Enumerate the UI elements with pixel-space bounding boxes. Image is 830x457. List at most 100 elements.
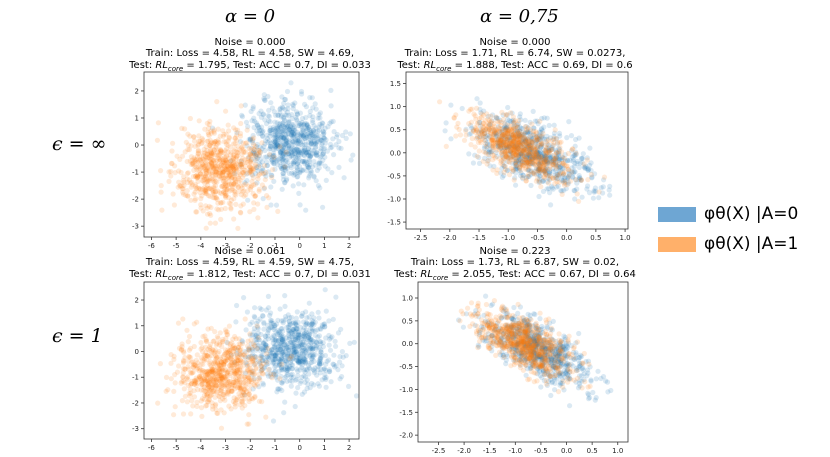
scatter-point xyxy=(536,136,542,142)
scatter-point xyxy=(341,175,347,181)
scatter-point xyxy=(224,175,230,181)
scatter-point xyxy=(272,166,278,172)
scatter-point xyxy=(207,220,213,226)
scatter-point xyxy=(275,146,281,152)
scatter-point xyxy=(191,167,197,173)
scatter-point xyxy=(510,137,516,143)
x-tick-label: -3 xyxy=(222,242,229,250)
scatter-point xyxy=(504,125,510,131)
scatter-point xyxy=(186,177,193,183)
scatter-point xyxy=(205,167,211,173)
scatter-point xyxy=(246,412,252,418)
scatter-point xyxy=(316,383,322,389)
scatter-point xyxy=(219,155,225,161)
scatter-point xyxy=(474,121,480,127)
scatter-point xyxy=(245,155,251,161)
scatter-point xyxy=(538,160,544,166)
scatter-point xyxy=(207,156,213,162)
scatter-point xyxy=(500,125,506,131)
scatter-point xyxy=(514,128,520,134)
scatter-point xyxy=(519,140,525,146)
scatter-point xyxy=(505,116,511,122)
scatter-point xyxy=(572,152,578,158)
scatter-point xyxy=(576,173,582,179)
scatter-point xyxy=(228,169,234,175)
scatter-point xyxy=(570,170,577,176)
scatter-point xyxy=(199,178,205,184)
scatter-point xyxy=(249,145,255,151)
scatter-point xyxy=(514,124,520,130)
scatter-point xyxy=(221,139,227,145)
scatter-point xyxy=(223,159,230,165)
scatter-point xyxy=(522,136,528,143)
scatter-point xyxy=(474,153,480,159)
scatter-point xyxy=(210,178,216,184)
scatter-point xyxy=(584,166,590,172)
scatter-point xyxy=(548,158,555,164)
scatter-point xyxy=(313,141,319,147)
scatter-point xyxy=(275,112,281,118)
scatter-point xyxy=(175,184,181,190)
scatter-point xyxy=(527,156,533,162)
scatter-point xyxy=(541,156,548,163)
scatter-point xyxy=(306,139,312,145)
scatter-point xyxy=(209,159,215,166)
scatter-point xyxy=(292,343,298,349)
scatter-point xyxy=(279,153,286,159)
scatter-point xyxy=(231,166,237,172)
scatter-point xyxy=(218,148,224,154)
scatter-point xyxy=(481,120,487,126)
y-tick-label: 2 xyxy=(135,297,139,305)
scatter-point xyxy=(231,188,237,194)
scatter-point xyxy=(303,128,309,134)
scatter-point xyxy=(256,161,262,167)
scatter-point xyxy=(499,174,505,180)
scatter-point xyxy=(187,180,194,186)
scatter-point xyxy=(257,316,263,322)
scatter-point xyxy=(259,165,266,172)
scatter-point xyxy=(170,140,176,146)
scatter-point xyxy=(226,173,232,179)
scatter-point xyxy=(293,140,299,146)
scatter-point xyxy=(517,142,524,148)
scatter-point xyxy=(248,169,254,175)
scatter-point xyxy=(195,151,201,157)
scatter-point xyxy=(515,141,521,147)
scatter-point xyxy=(323,335,329,341)
scatter-point xyxy=(268,127,274,133)
scatter-point xyxy=(283,158,289,165)
scatter-point xyxy=(294,109,300,115)
scatter-point xyxy=(250,132,256,139)
scatter-point xyxy=(292,100,298,106)
scatter-point xyxy=(514,147,520,153)
scatter-point xyxy=(286,127,293,133)
scatter-point xyxy=(214,167,220,173)
scatter-point xyxy=(306,159,313,165)
scatter-point xyxy=(288,162,294,168)
noise-line: Noise = 0.000 xyxy=(214,37,286,48)
scatter-point xyxy=(295,161,301,167)
scatter-point xyxy=(539,125,545,132)
scatter-point xyxy=(266,118,272,124)
scatter-point xyxy=(215,200,221,206)
scatter-point xyxy=(539,154,545,160)
scatter-point xyxy=(608,387,614,394)
scatter-point xyxy=(182,393,188,399)
scatter-point xyxy=(471,111,477,117)
scatter-point xyxy=(278,166,284,172)
scatter-point xyxy=(552,155,558,161)
scatter-point xyxy=(275,137,281,143)
scatter-point xyxy=(276,121,282,127)
scatter-point xyxy=(274,331,280,337)
scatter-point xyxy=(519,149,525,155)
scatter-point xyxy=(257,162,263,168)
scatter-point xyxy=(290,139,296,145)
scatter-point xyxy=(546,148,552,155)
scatter-point xyxy=(188,411,194,417)
scatter-point xyxy=(224,146,230,152)
scatter-point xyxy=(280,156,286,162)
scatter-point xyxy=(228,152,234,158)
scatter-point xyxy=(511,177,517,183)
scatter-point xyxy=(503,137,509,143)
scatter-point xyxy=(543,150,549,156)
